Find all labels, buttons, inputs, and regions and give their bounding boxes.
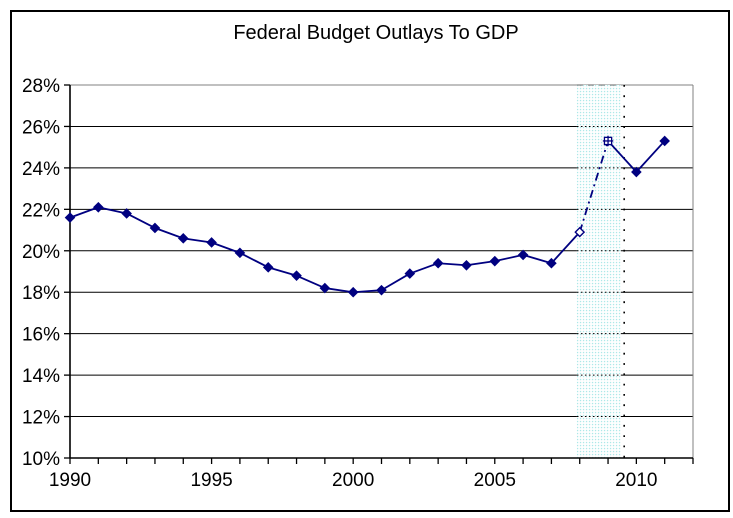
- y-axis-label: 26%: [22, 117, 60, 138]
- series-segment: [98, 206, 127, 215]
- series-segment: [183, 237, 212, 244]
- y-axis-label: 10%: [22, 449, 60, 470]
- data-point-diamond: [404, 268, 416, 279]
- series-segment: [381, 272, 411, 291]
- data-point-diamond: [262, 262, 274, 273]
- data-point-diamond: [631, 166, 642, 178]
- series-segment: [126, 212, 156, 229]
- series-segment: [466, 260, 495, 267]
- plot-area: 10% 12% 14% 16% 18% 20% 22% 24% 26% 28% 1990 1995 20…: [22, 76, 694, 491]
- x-axis-label: 2010: [615, 470, 657, 491]
- data-point-diamond: [517, 249, 529, 261]
- y-axis-label: 20%: [22, 242, 60, 263]
- series-segment: [635, 140, 666, 173]
- data-point-diamond: [149, 222, 161, 234]
- series-segment: [154, 227, 184, 240]
- y-axis-label: 12%: [22, 408, 60, 429]
- data-point-diamond: [461, 259, 472, 271]
- data-point-diamond: [93, 201, 104, 213]
- highlight-band: [576, 85, 621, 458]
- data-point-diamond: [177, 233, 189, 244]
- data-point-diamond: [659, 135, 670, 147]
- data-point-diamond: [376, 284, 387, 296]
- x-axis-label: 1990: [49, 470, 91, 491]
- data-point-diamond: [347, 286, 359, 298]
- y-axis-label: 24%: [22, 159, 60, 180]
- series-segment: [494, 254, 524, 263]
- series-segment: [578, 140, 609, 233]
- data-point-diamond: [64, 212, 76, 223]
- data-point-diamond: [234, 247, 246, 259]
- series-segment: [550, 231, 581, 264]
- data-point-diamond: [489, 255, 501, 267]
- data-point-diamond: [206, 237, 217, 248]
- data-point-diamond: [121, 208, 132, 219]
- series-segment: [211, 241, 241, 254]
- series-segment: [239, 252, 269, 269]
- y-axis-label: 22%: [22, 200, 60, 221]
- y-axis-label: 14%: [22, 366, 60, 387]
- x-axis-label: 2005: [474, 470, 516, 491]
- data-point-diamond: [546, 257, 557, 269]
- chart-border: [10, 10, 730, 512]
- chart-title: Federal Budget Outlays To GDP: [233, 22, 518, 44]
- series-segment: [324, 287, 354, 294]
- series-segment: [296, 274, 326, 289]
- data-point-diamond: [432, 257, 444, 269]
- series-segment: [607, 140, 638, 173]
- series-segment: [409, 262, 439, 275]
- series-segment: [267, 266, 297, 277]
- data-point-diamond: [319, 282, 331, 294]
- y-axis-label: 16%: [22, 325, 60, 346]
- series-segment: [69, 206, 99, 219]
- data-point-diamond: [291, 270, 302, 281]
- data-point-open-diamond: [574, 226, 586, 238]
- y-axis-label: 18%: [22, 283, 60, 304]
- y-axis-label: 28%: [22, 76, 60, 97]
- series-segment: [522, 254, 552, 265]
- x-axis-label: 2000: [332, 470, 374, 491]
- x-axis-label: 1995: [190, 470, 232, 491]
